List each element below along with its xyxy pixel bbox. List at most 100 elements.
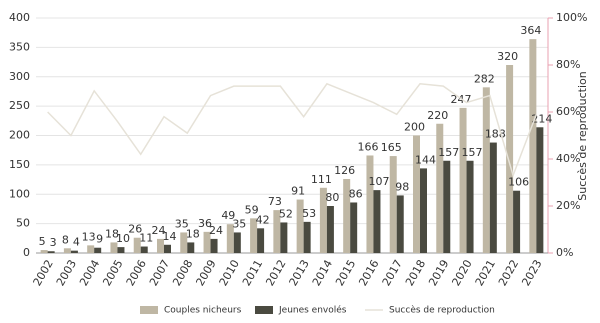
value-label: 5 (39, 235, 46, 248)
value-label: 220 (427, 109, 448, 122)
bar (303, 221, 311, 253)
value-label: 126 (334, 164, 355, 177)
y-tick-label: 200 (9, 129, 30, 142)
bar (87, 245, 95, 253)
y-tick-label: 250 (9, 99, 30, 112)
value-label: 52 (279, 207, 293, 220)
bar (110, 242, 118, 253)
y-tick-label: 350 (9, 40, 30, 53)
bar (459, 107, 467, 253)
value-label: 80 (325, 191, 339, 204)
x-tick-label: 2021 (473, 258, 498, 289)
y2-axis-label: Succès de reproduction (576, 71, 589, 200)
bar (443, 160, 451, 253)
value-label: 157 (462, 146, 483, 159)
y-tick-label: 400 (9, 11, 30, 24)
x-tick-label: 2020 (449, 258, 474, 289)
bar (157, 238, 164, 253)
bar (63, 248, 71, 253)
x-tick-label: 2013 (287, 258, 312, 289)
x-tick-label: 2012 (263, 258, 288, 289)
bar (420, 168, 427, 253)
bar (466, 160, 474, 253)
value-label: 18 (186, 227, 200, 240)
value-label: 200 (404, 121, 425, 134)
value-label: 42 (256, 213, 270, 226)
bar (180, 232, 188, 253)
bar (343, 178, 351, 253)
legend-label: Couples nicheurs (164, 306, 242, 316)
x-tick-label: 2002 (31, 258, 56, 289)
x-tick-label: 2017 (380, 258, 405, 289)
bar (250, 218, 258, 253)
value-label: 59 (245, 203, 259, 216)
value-label: 86 (349, 187, 363, 200)
value-label: 282 (474, 72, 495, 85)
value-label: 320 (497, 50, 518, 63)
bar (373, 190, 381, 253)
y-tick-label: 0 (23, 246, 30, 259)
x-tick-label: 2009 (193, 258, 218, 289)
x-tick-label: 2023 (519, 258, 544, 289)
value-label: 107 (368, 175, 389, 188)
value-label: 73 (268, 195, 282, 208)
value-label: 26 (128, 223, 142, 236)
value-label: 18 (105, 227, 119, 240)
value-label: 106 (508, 176, 529, 189)
x-tick-label: 2010 (217, 258, 242, 289)
bar (133, 237, 141, 253)
y2-tick-label: 20% (556, 199, 580, 212)
value-label: 14 (163, 230, 177, 243)
bar (203, 231, 211, 253)
y2-tick-label: 60% (556, 105, 580, 118)
bar (482, 87, 490, 253)
value-label: 8 (62, 233, 69, 246)
bar (319, 187, 327, 253)
bar (389, 156, 397, 253)
bar (70, 250, 78, 253)
value-label: 24 (152, 224, 166, 237)
value-label: 35 (175, 217, 189, 230)
value-label: 111 (311, 173, 332, 186)
bar (366, 155, 374, 253)
bar (40, 250, 48, 253)
bar (233, 232, 241, 253)
bar (513, 190, 521, 253)
y2-tick-label: 40% (556, 152, 580, 165)
value-label: 91 (291, 185, 305, 198)
bar (396, 195, 404, 253)
x-tick-label: 2015 (333, 258, 358, 289)
x-tick-label: 2022 (496, 258, 521, 289)
line (47, 82, 538, 178)
x-tick-label: 2004 (77, 258, 102, 289)
bar (413, 135, 420, 253)
value-label: 10 (116, 232, 130, 245)
value-label: 13 (82, 230, 96, 243)
x-tick-label: 2011 (240, 258, 265, 289)
bar (280, 222, 288, 253)
value-label: 53 (302, 207, 316, 220)
value-label: 36 (198, 217, 212, 230)
value-label: 24 (209, 224, 223, 237)
bar (296, 199, 304, 253)
bar (210, 238, 218, 253)
x-tick-label: 2014 (310, 258, 335, 289)
value-label: 3 (50, 236, 57, 249)
x-tick-label: 2005 (100, 258, 125, 289)
bar (350, 202, 358, 253)
x-tick-label: 2006 (124, 258, 149, 289)
x-tick-label: 2018 (403, 258, 428, 289)
value-label: 35 (232, 217, 246, 230)
y2-tick-label: 0% (556, 246, 573, 259)
x-tick-label: 2016 (356, 258, 381, 289)
bar (273, 210, 281, 253)
bar (94, 247, 102, 253)
y-tick-label: 150 (9, 158, 30, 171)
value-label: 364 (520, 24, 541, 37)
value-label: 4 (73, 236, 80, 249)
value-label: 98 (395, 180, 409, 193)
y2-tick-label: 100% (556, 11, 587, 24)
x-tick-label: 2007 (147, 258, 172, 289)
y-tick-label: 100 (9, 187, 30, 200)
